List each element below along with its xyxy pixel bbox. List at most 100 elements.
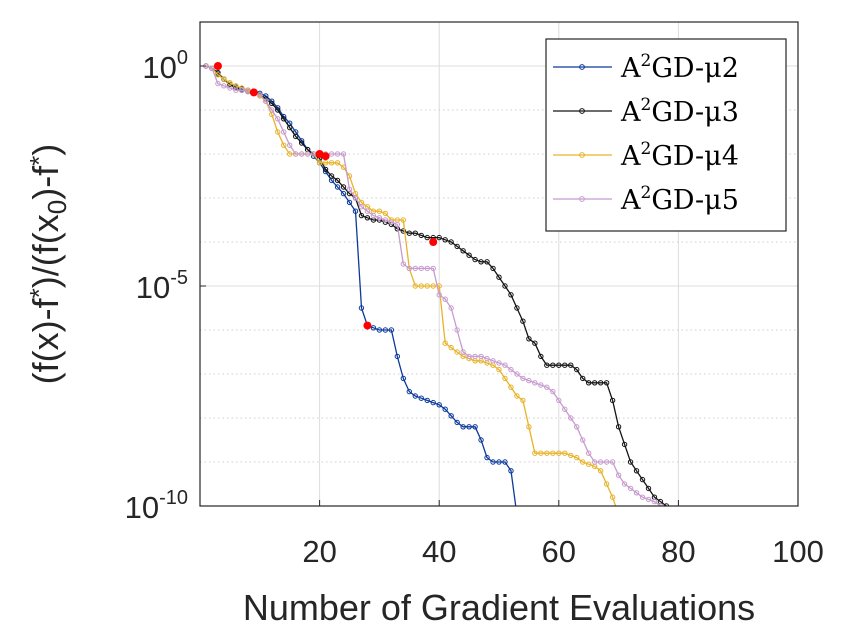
data-point [448, 413, 454, 419]
data-point [478, 353, 484, 360]
data-point [209, 65, 215, 71]
highlight-point [213, 62, 222, 70]
data-point [603, 459, 610, 465]
data-point [430, 283, 436, 289]
data-point [496, 274, 502, 280]
data-point [591, 380, 598, 386]
data-point [275, 129, 281, 135]
data-point [556, 450, 562, 456]
data-point [460, 248, 466, 254]
data-point [442, 237, 448, 243]
data-point [574, 366, 580, 373]
data-point [580, 437, 586, 443]
data-point [275, 107, 281, 113]
data-point [526, 377, 532, 384]
data-point [376, 327, 383, 333]
data-point [502, 375, 508, 382]
data-point [388, 327, 395, 333]
data-point [639, 494, 646, 500]
data-point [603, 380, 610, 386]
x-tick-label: 80 [661, 534, 695, 569]
data-point [346, 186, 353, 192]
data-point [621, 481, 628, 487]
data-point [382, 327, 389, 333]
data-point [515, 513, 519, 517]
y-tick-label: 10-5 [136, 267, 188, 305]
data-point [322, 166, 329, 173]
data-point [538, 450, 544, 456]
series-line-4 [205, 65, 617, 506]
data-point [388, 219, 395, 225]
data-point [484, 454, 490, 461]
data-point [430, 265, 436, 272]
data-point [568, 362, 574, 368]
data-point [502, 283, 508, 289]
data-point [364, 215, 371, 221]
data-point [364, 208, 371, 214]
data-point [292, 133, 299, 140]
data-point [609, 459, 616, 465]
data-point [454, 243, 460, 250]
data-point [615, 424, 622, 430]
data-point [568, 452, 574, 459]
legend-swatch-marker [579, 108, 585, 114]
data-point [526, 336, 532, 342]
data-point [328, 173, 335, 179]
data-point [633, 490, 640, 496]
data-point [496, 360, 502, 366]
data-point [281, 116, 287, 122]
x-tick-label: 40 [422, 534, 456, 569]
data-point [442, 406, 448, 412]
data-point [436, 292, 442, 298]
data-point [370, 212, 377, 219]
data-point [442, 340, 448, 346]
data-point [442, 296, 448, 302]
data-point [233, 87, 239, 93]
data-point [466, 424, 472, 430]
data-point [508, 292, 514, 298]
data-point [496, 366, 502, 373]
data-point [328, 160, 335, 166]
data-point [352, 195, 359, 201]
data-point [269, 107, 275, 113]
data-point [580, 375, 586, 382]
data-point [292, 151, 299, 157]
data-point [227, 80, 233, 86]
data-point [621, 441, 628, 448]
data-point [466, 353, 472, 360]
data-point [478, 437, 484, 443]
data-point [257, 91, 263, 98]
data-point [508, 366, 514, 373]
legend-label: A2GD-μ4 [620, 139, 739, 172]
data-point [454, 349, 460, 355]
y-tick-label: 10-10 [125, 487, 188, 525]
data-point [603, 481, 610, 487]
data-point [472, 353, 478, 360]
data-point [544, 362, 550, 368]
data-point [616, 513, 620, 517]
data-point [424, 234, 430, 241]
legend: A2GD-μ2 A2GD-μ3 A2GD-μ4 A2GD-μ5 [545, 38, 787, 232]
data-point [454, 327, 460, 333]
data-point [298, 151, 305, 157]
data-point [484, 259, 490, 265]
data-point [358, 305, 365, 311]
series-clip [203, 62, 670, 517]
legend-label: A2GD-μ2 [620, 51, 739, 84]
legend-label: A2GD-μ3 [620, 95, 739, 128]
plot-frame [199, 21, 799, 507]
data-point [448, 305, 454, 311]
data-point [334, 151, 341, 157]
data-point [586, 461, 592, 467]
data-point [562, 362, 568, 368]
data-point [328, 151, 335, 157]
data-point [406, 388, 412, 395]
highlight-point [429, 238, 438, 246]
data-point [645, 496, 652, 503]
data-point [574, 454, 580, 461]
data-point [448, 344, 454, 351]
data-point [334, 160, 341, 166]
data-point [633, 468, 640, 474]
data-point [412, 283, 418, 289]
data-point [472, 256, 478, 263]
